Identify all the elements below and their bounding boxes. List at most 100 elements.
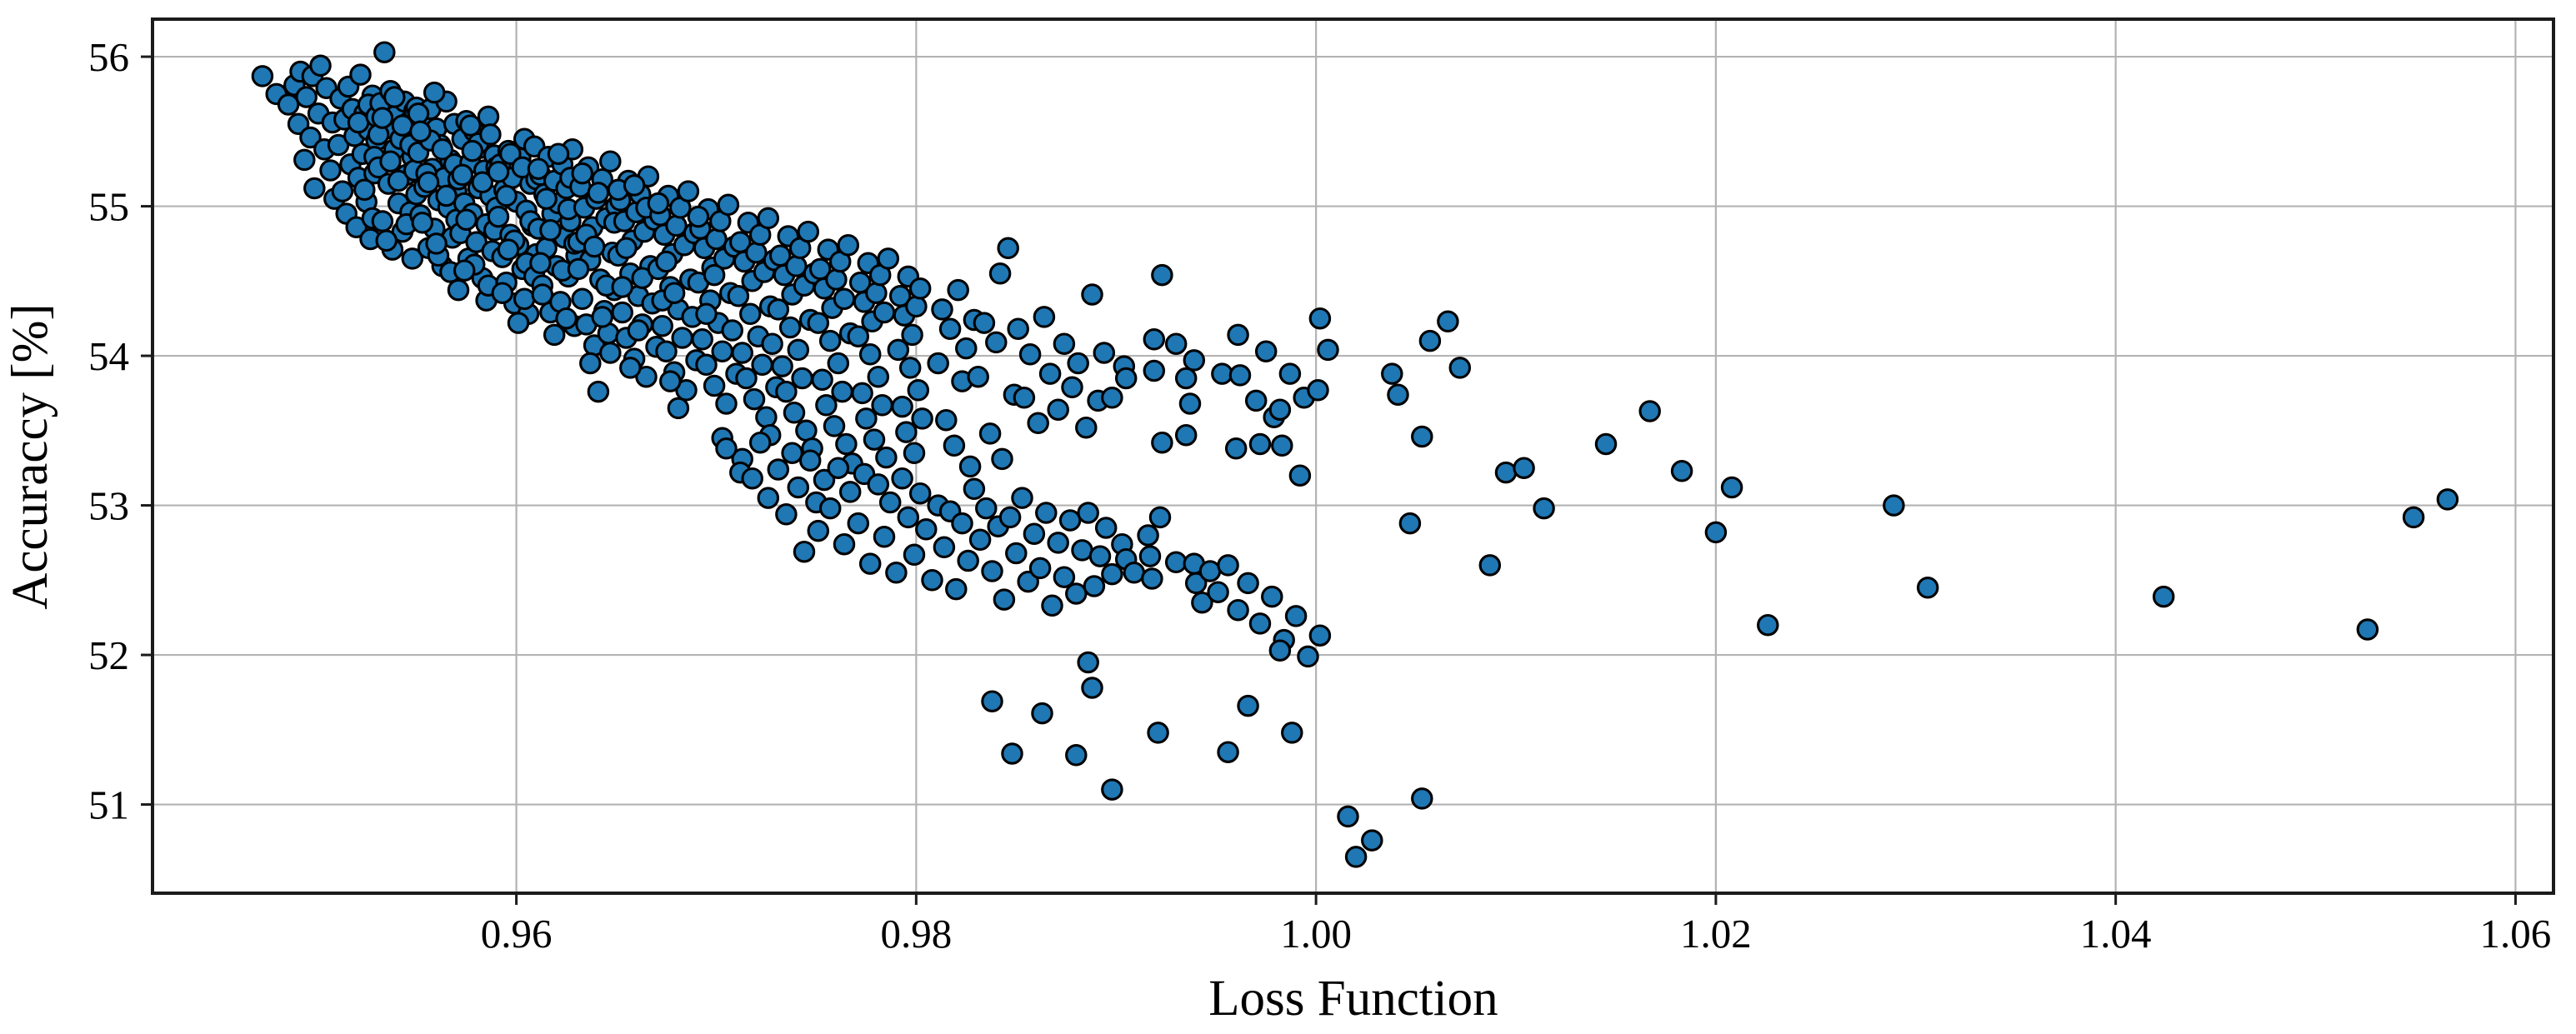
scatter-point [705,227,728,251]
scatter-point [798,449,822,472]
scatter-point [1058,509,1082,532]
scatter-point [783,402,806,424]
scatter-point [1053,566,1076,588]
scatter-point [1478,554,1502,577]
scatter-point [479,123,502,146]
scatter-point [1184,572,1208,595]
scatter-point [793,540,816,563]
scatter-point [1237,572,1259,595]
scatter-point [1101,387,1123,409]
scatter-point [938,317,962,340]
scatter-point [1271,434,1293,457]
scatter-point [847,512,870,535]
scatter-point [1093,342,1116,364]
scatter-point [1448,357,1472,379]
scatter-point [1248,612,1272,635]
scatter-point [1344,846,1368,868]
scatter-point [767,458,790,481]
scatter-point [891,467,913,490]
scatter-point [1237,694,1259,717]
scatter-point [988,262,1012,285]
scatter-point [1278,362,1302,385]
scatter-point [1018,343,1042,366]
scatter-point [837,233,860,257]
scatter-point [847,325,870,347]
scatter-point [1023,522,1046,545]
scatter-point [303,177,326,200]
scatter-point [655,250,678,273]
scatter-point [1061,376,1083,399]
scatter-point [871,394,893,417]
scatter-point [1071,539,1093,562]
scatter-point [897,506,920,529]
scatter-point [401,247,424,270]
scatter-point [309,54,332,77]
scatter-point [425,232,448,255]
scatter-point [655,340,678,362]
scatter-point [293,148,316,172]
scatter-point [1437,310,1459,333]
scatter-point [571,287,593,311]
scatter-point [1254,340,1278,362]
scatter-point [665,214,688,237]
y-tick-label: 56 [88,34,129,80]
scatter-point [379,150,402,172]
scatter-point [751,353,773,377]
scatter-point [1594,432,1618,456]
scatter-point [495,184,518,207]
scatter-point [833,532,856,556]
scatter-point [1138,545,1162,567]
scatter-point [423,81,446,104]
scatter-point [623,174,646,197]
scatter-point [885,562,908,584]
y-tick-label: 52 [88,632,129,678]
scatter-point [735,367,758,390]
data-points [251,41,2459,868]
scatter-point [887,338,910,362]
scatter-point [957,549,979,572]
scatter-point [795,419,818,442]
scatter-point [353,178,376,202]
scatter-point [901,323,923,347]
scatter-point [955,337,978,360]
scatter-point [387,169,410,192]
scatter-point [453,259,476,282]
scatter-point [945,577,968,601]
scatter-point [1007,317,1029,340]
scatter-point [615,237,638,260]
scatter-point [1757,613,1779,637]
scatter-point [1143,359,1166,382]
scatter-point [1224,437,1248,460]
scatter-point [1075,416,1098,439]
scatter-point [695,302,718,326]
scatter-point [903,543,926,567]
scatter-point [807,519,830,542]
scatter-point [611,276,633,298]
scatter-point [627,319,650,342]
scatter-point [745,241,768,264]
scatter-point [1244,389,1268,412]
y-axis-label: Accuraccy [%] [3,303,58,609]
scatter-point [1916,577,1939,599]
scatter-point [1228,364,1252,387]
scatter-point [1148,506,1172,529]
scatter-point [1288,464,1312,487]
scatter-point [535,187,558,210]
scatter-point [958,455,982,478]
scatter-point [1284,605,1308,627]
scatter-point [715,437,738,460]
scatter-point [818,329,842,352]
scatter-point [1337,805,1359,828]
scatter-point [1017,570,1039,593]
scatter-point [973,312,996,334]
scatter-point [513,287,536,311]
scatter-point [827,352,850,375]
plot-border [151,17,2555,895]
y-tick-label: 54 [88,333,129,379]
scatter-point [1011,487,1033,509]
scatter-point [1398,512,1422,535]
scatter-point [1387,383,1409,406]
scatter-point [911,407,933,430]
scatter-point [331,180,354,202]
